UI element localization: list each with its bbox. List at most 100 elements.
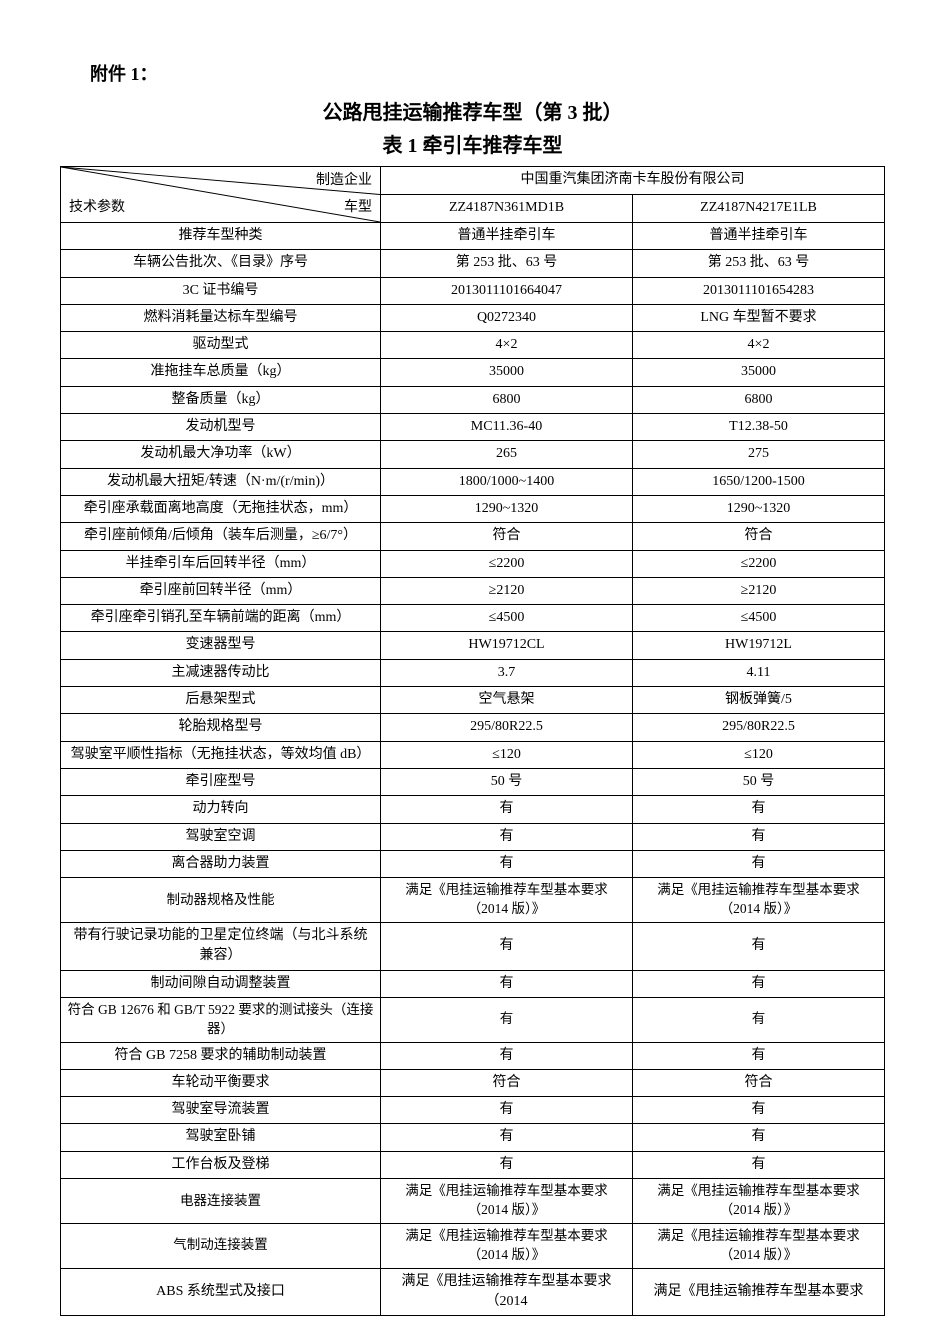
diagonal-header: 制造企业 车型 技术参数 (61, 167, 381, 223)
value-b: 50 号 (633, 768, 885, 795)
value-a: 有 (381, 922, 633, 970)
table-row: 工作台板及登梯有有 (61, 1151, 885, 1178)
header-row-1: 制造企业 车型 技术参数 中国重汽集团济南卡车股份有限公司 (61, 167, 885, 195)
param-label: 气制动连接装置 (61, 1223, 381, 1268)
param-label: 燃料消耗量达标车型编号 (61, 304, 381, 331)
value-a: HW19712CL (381, 632, 633, 659)
manufacturer-header: 制造企业 (316, 171, 372, 191)
value-b: ≤2200 (633, 550, 885, 577)
table-row: 气制动连接装置满足《甩挂运输推荐车型基本要求（2014 版）》满足《甩挂运输推荐… (61, 1223, 885, 1268)
table-row: 3C 证书编号20130111016640472013011101654283 (61, 277, 885, 304)
value-a: 295/80R22.5 (381, 714, 633, 741)
value-b: 有 (633, 997, 885, 1042)
param-label: 牵引座前倾角/后倾角（装车后测量，≥6/7°） (61, 523, 381, 550)
value-a: 3.7 (381, 659, 633, 686)
param-label: 发动机最大净功率（kW） (61, 441, 381, 468)
table-row: 带有行驶记录功能的卫星定位终端（与北斗系统兼容）有有 (61, 922, 885, 970)
value-a: 有 (381, 850, 633, 877)
value-b: 1290~1320 (633, 495, 885, 522)
table-row: 准拖挂车总质量（kg）3500035000 (61, 359, 885, 386)
param-label: 整备质量（kg） (61, 386, 381, 413)
tech-param-header: 技术参数 (69, 198, 125, 218)
value-b: 符合 (633, 1069, 885, 1096)
value-a: 有 (381, 1151, 633, 1178)
value-a: ≥2120 (381, 577, 633, 604)
param-label: 牵引座型号 (61, 768, 381, 795)
value-a: 265 (381, 441, 633, 468)
param-label: 车轮动平衡要求 (61, 1069, 381, 1096)
value-b: 满足《甩挂运输推荐车型基本要求（2014 版）》 (633, 878, 885, 923)
value-a: 1800/1000~1400 (381, 468, 633, 495)
table-row: 制动器规格及性能满足《甩挂运输推荐车型基本要求（2014 版）》满足《甩挂运输推… (61, 878, 885, 923)
table-title: 表 1 牵引车推荐车型 (60, 129, 885, 158)
value-a: MC11.36-40 (381, 414, 633, 441)
param-label: 离合器助力装置 (61, 850, 381, 877)
value-a: 1290~1320 (381, 495, 633, 522)
param-label: 电器连接装置 (61, 1179, 381, 1224)
value-b: HW19712L (633, 632, 885, 659)
value-a: 满足《甩挂运输推荐车型基本要求（2014 版）》 (381, 878, 633, 923)
value-b: 有 (633, 1151, 885, 1178)
value-b: 符合 (633, 523, 885, 550)
table-row: 动力转向有有 (61, 796, 885, 823)
param-label: 主减速器传动比 (61, 659, 381, 686)
table-row: 符合 GB 7258 要求的辅助制动装置有有 (61, 1042, 885, 1069)
manufacturer-name: 中国重汽集团济南卡车股份有限公司 (381, 167, 885, 195)
value-b: 6800 (633, 386, 885, 413)
attachment-label: 附件 1： (90, 60, 885, 86)
page-title: 公路甩挂运输推荐车型（第 3 批） (60, 96, 885, 125)
value-a: 35000 (381, 359, 633, 386)
value-a: 2013011101664047 (381, 277, 633, 304)
table-row: 牵引座牵引销孔至车辆前端的距离（mm）≤4500≤4500 (61, 605, 885, 632)
table-row: 符合 GB 12676 和 GB/T 5922 要求的测试接头（连接器）有有 (61, 997, 885, 1042)
table-row: 发动机最大净功率（kW）265275 (61, 441, 885, 468)
value-a: 有 (381, 1097, 633, 1124)
param-label: 制动器规格及性能 (61, 878, 381, 923)
value-a: Q0272340 (381, 304, 633, 331)
value-a: 普通半挂牵引车 (381, 223, 633, 250)
value-a: 50 号 (381, 768, 633, 795)
value-b: 295/80R22.5 (633, 714, 885, 741)
table-row: 驾驶室空调有有 (61, 823, 885, 850)
param-label: 牵引座牵引销孔至车辆前端的距离（mm） (61, 605, 381, 632)
param-label: ABS 系统型式及接口 (61, 1268, 381, 1316)
value-a: 符合 (381, 1069, 633, 1096)
param-label: 驾驶室空调 (61, 823, 381, 850)
table-row: 牵引座承载面离地高度（无拖挂状态，mm）1290~13201290~1320 (61, 495, 885, 522)
table-row: 制动间隙自动调整装置有有 (61, 970, 885, 997)
value-b: 钢板弹簧/5 (633, 687, 885, 714)
value-b: ≤120 (633, 741, 885, 768)
param-label: 牵引座承载面离地高度（无拖挂状态，mm） (61, 495, 381, 522)
param-label: 变速器型号 (61, 632, 381, 659)
value-b: 有 (633, 970, 885, 997)
model-header: 车型 (344, 198, 372, 218)
value-b: 4.11 (633, 659, 885, 686)
table-row: 牵引座型号50 号50 号 (61, 768, 885, 795)
param-label: 带有行驶记录功能的卫星定位终端（与北斗系统兼容） (61, 922, 381, 970)
value-b: 有 (633, 922, 885, 970)
value-b: 4×2 (633, 332, 885, 359)
value-a: 空气悬架 (381, 687, 633, 714)
value-a: 6800 (381, 386, 633, 413)
table-row: 轮胎规格型号295/80R22.5295/80R22.5 (61, 714, 885, 741)
param-label: 驾驶室平顺性指标（无拖挂状态，等效均值 dB） (61, 741, 381, 768)
value-a: 第 253 批、63 号 (381, 250, 633, 277)
value-a: 有 (381, 796, 633, 823)
value-a: 有 (381, 1042, 633, 1069)
param-label: 推荐车型种类 (61, 223, 381, 250)
value-b: 有 (633, 796, 885, 823)
param-label: 发动机最大扭矩/转速（N·m/(r/min)） (61, 468, 381, 495)
value-b: 有 (633, 850, 885, 877)
table-row: 驾驶室卧铺有有 (61, 1124, 885, 1151)
param-label: 牵引座前回转半径（mm） (61, 577, 381, 604)
model-a-header: ZZ4187N361MD1B (381, 195, 633, 223)
table-row: 发动机最大扭矩/转速（N·m/(r/min)）1800/1000~1400165… (61, 468, 885, 495)
param-label: 半挂牵引车后回转半径（mm） (61, 550, 381, 577)
value-a: ≤4500 (381, 605, 633, 632)
param-label: 工作台板及登梯 (61, 1151, 381, 1178)
table-row: 驾驶室导流装置有有 (61, 1097, 885, 1124)
param-label: 制动间隙自动调整装置 (61, 970, 381, 997)
param-label: 准拖挂车总质量（kg） (61, 359, 381, 386)
table-row: 离合器助力装置有有 (61, 850, 885, 877)
table-row: 推荐车型种类普通半挂牵引车普通半挂牵引车 (61, 223, 885, 250)
